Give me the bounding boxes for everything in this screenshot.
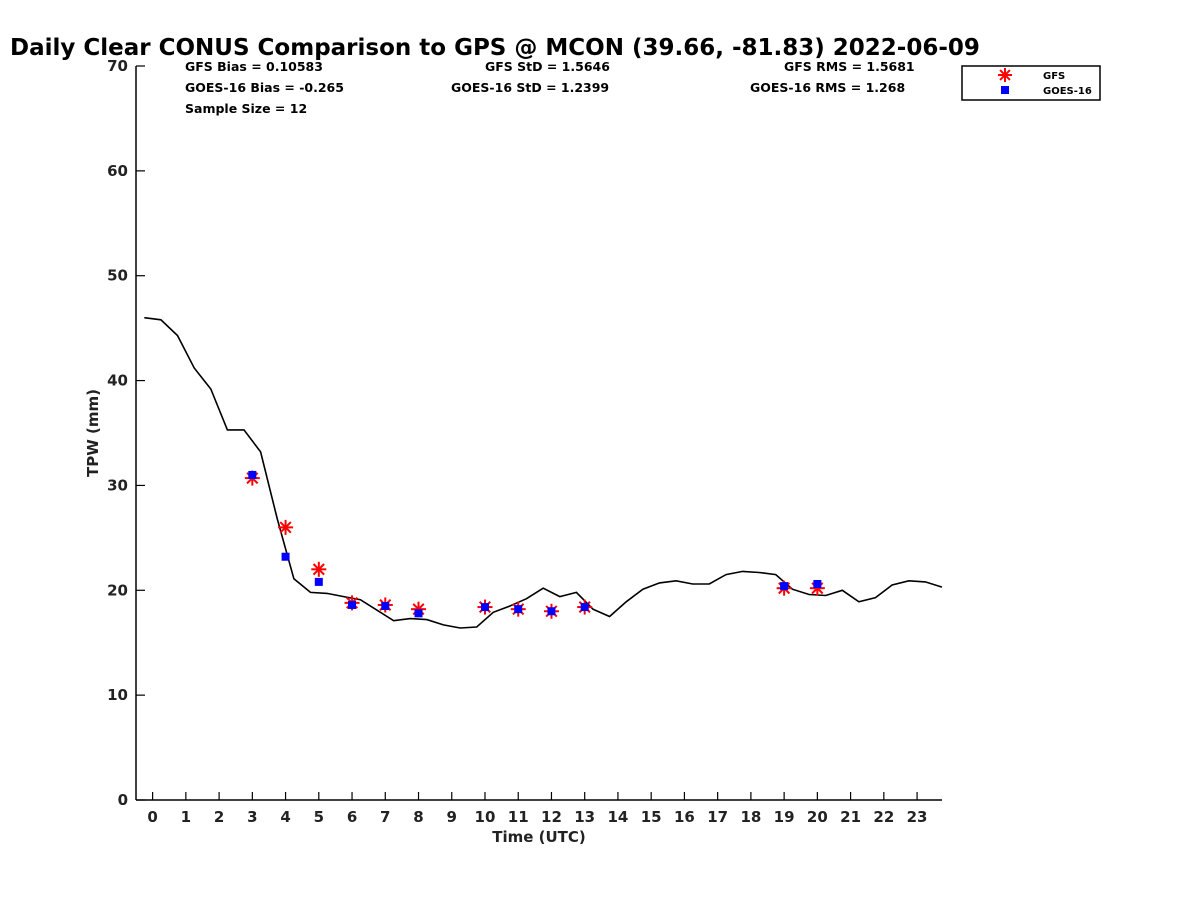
x-tick-label: 8 — [413, 808, 423, 826]
goes16-point — [580, 603, 589, 612]
chart-title: Daily Clear CONUS Comparison to GPS @ MC… — [10, 35, 980, 61]
series-layer — [144, 316, 943, 629]
gfs-rms-text: GFS RMS = 1.5681 — [784, 59, 915, 74]
y-axis-label: TPW (mm) — [84, 389, 102, 477]
y-tick-label: 10 — [107, 686, 128, 704]
goes16-point — [547, 607, 556, 616]
y-tick-label: 30 — [107, 476, 128, 494]
gfs-point — [278, 519, 294, 535]
gps-tpw-line — [144, 316, 943, 629]
legend-box — [961, 65, 1101, 101]
y-tick-label: 50 — [107, 267, 128, 285]
goes-bias-text: GOES-16 Bias = -0.265 — [185, 80, 344, 95]
gfs-bias-text: GFS Bias = 0.10583 — [185, 59, 323, 74]
x-tick-label: 16 — [674, 808, 695, 826]
legend-gfs-label: GFS — [1043, 71, 1065, 82]
x-tick-label: 12 — [541, 808, 562, 826]
x-tick-label: 1 — [181, 808, 191, 826]
goes16-point — [348, 600, 357, 609]
x-axis-label: Time (UTC) — [492, 828, 586, 846]
x-tick-label: 3 — [247, 808, 257, 826]
legend-gfs-marker — [998, 68, 1012, 82]
y-tick-label: 40 — [107, 372, 128, 390]
x-tick-label: 22 — [873, 808, 894, 826]
x-tick-label: 5 — [314, 808, 324, 826]
x-tick-label: 6 — [347, 808, 357, 826]
x-tick-label: 2 — [214, 808, 224, 826]
x-tick-label: 7 — [380, 808, 390, 826]
sample-size-text: Sample Size = 12 — [185, 101, 307, 116]
legend-goes-marker — [1001, 86, 1009, 94]
goes-std-text: GOES-16 StD = 1.2399 — [451, 80, 609, 95]
x-tick-label: 17 — [707, 808, 728, 826]
x-tick-label: 15 — [641, 808, 662, 826]
goes16-point — [314, 577, 323, 586]
goes-rms-text: GOES-16 RMS = 1.268 — [750, 80, 905, 95]
legend: GFS GOES-16 — [961, 65, 1101, 101]
y-tick-label: 70 — [107, 57, 128, 75]
x-tick-label: 11 — [508, 808, 529, 826]
x-tick-label: 23 — [907, 808, 928, 826]
legend-goes-label: GOES-16 — [1043, 86, 1092, 97]
gfs-std-text: GFS StD = 1.5646 — [485, 59, 610, 74]
y-tick-label: 60 — [107, 162, 128, 180]
legend-gfs-asterisk — [998, 68, 1012, 82]
x-tick-label: 20 — [807, 808, 828, 826]
goes16-point — [514, 605, 523, 614]
goes16-point — [381, 602, 390, 611]
x-tick-label: 9 — [447, 808, 457, 826]
x-tick-label: 0 — [147, 808, 157, 826]
x-tick-label: 13 — [574, 808, 595, 826]
goes16-point — [281, 552, 290, 561]
x-tick-label: 10 — [475, 808, 496, 826]
gfs-point — [311, 561, 327, 577]
goes16-point — [780, 582, 789, 591]
x-tick-label: 21 — [840, 808, 861, 826]
goes16-point — [414, 609, 423, 618]
x-tick-label: 19 — [774, 808, 795, 826]
goes16-point — [248, 470, 257, 479]
goes16-point — [813, 579, 822, 588]
y-tick-label: 0 — [118, 791, 128, 809]
goes16-point — [480, 603, 489, 612]
x-tick-label: 18 — [740, 808, 761, 826]
x-tick-label: 14 — [608, 808, 629, 826]
x-tick-label: 4 — [280, 808, 290, 826]
y-tick-label: 20 — [107, 581, 128, 599]
statistics-annotations: GFS Bias = 0.10583 GFS StD = 1.5646 GFS … — [185, 59, 915, 116]
